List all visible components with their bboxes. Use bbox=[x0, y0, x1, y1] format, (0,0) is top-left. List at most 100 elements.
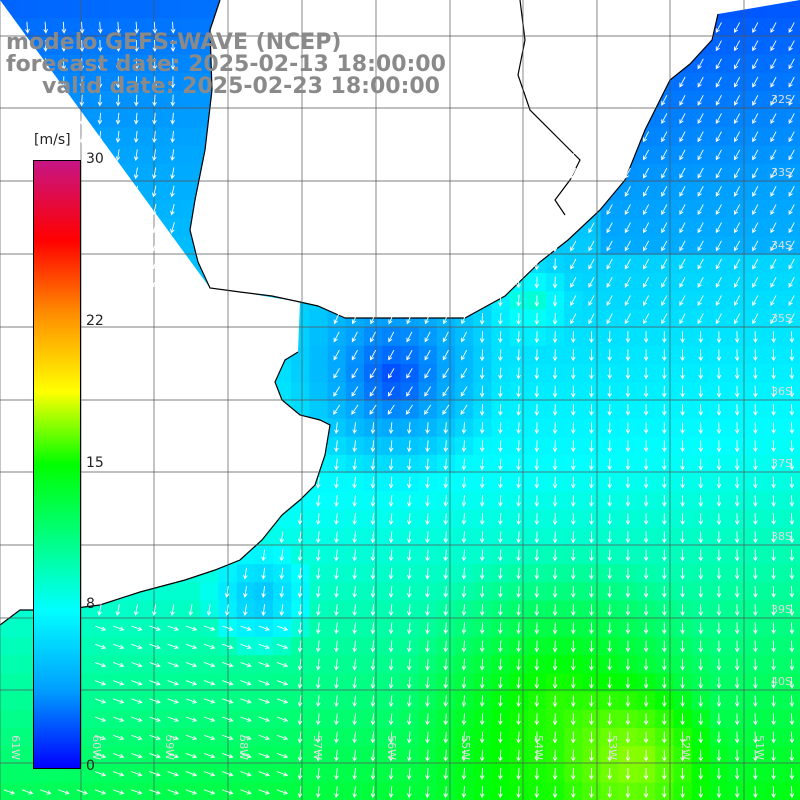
wind-arrow bbox=[115, 112, 121, 125]
wind-arrow bbox=[789, 622, 795, 635]
wind-arrow bbox=[734, 622, 740, 635]
wind-arrow bbox=[643, 222, 650, 234]
wind-arrow bbox=[643, 622, 649, 635]
longitude-label: 54W bbox=[532, 735, 545, 760]
wind-arrow bbox=[261, 604, 266, 617]
wind-arrow bbox=[134, 76, 139, 89]
wind-arrow bbox=[552, 476, 558, 489]
wind-arrow bbox=[97, 203, 102, 216]
wind-arrow bbox=[570, 167, 577, 179]
wind-arrow bbox=[94, 716, 107, 722]
wind-arrow bbox=[753, 786, 758, 799]
wind-arrow bbox=[788, 94, 795, 106]
wind-arrow bbox=[607, 622, 612, 635]
wind-arrow bbox=[624, 167, 631, 179]
land-mask bbox=[0, 0, 800, 625]
wind-arrow bbox=[352, 713, 357, 726]
wind-arrow bbox=[170, 604, 175, 617]
wind-arrow bbox=[115, 203, 121, 216]
wind-arrow bbox=[788, 22, 795, 34]
wind-arrow bbox=[243, 604, 248, 617]
longitude-label: 55W bbox=[459, 735, 472, 760]
wind-arrow bbox=[425, 695, 430, 708]
wind-arrow bbox=[498, 767, 503, 780]
wind-arrow bbox=[479, 531, 485, 544]
wind-arrow bbox=[570, 349, 576, 362]
wind-arrow bbox=[625, 567, 631, 580]
longitude-label: 52W bbox=[679, 735, 692, 760]
wind-arrow bbox=[333, 368, 340, 379]
wind-arrow bbox=[149, 661, 161, 668]
wind-arrow bbox=[771, 786, 776, 799]
wind-arrow bbox=[789, 349, 795, 362]
colorbar-tick-label: 30 bbox=[86, 151, 104, 167]
wind-arrow bbox=[734, 149, 741, 161]
wind-arrow bbox=[443, 531, 449, 544]
wind-arrow bbox=[461, 440, 467, 453]
wind-arrow bbox=[625, 440, 631, 453]
wind-arrow bbox=[570, 713, 576, 726]
wind-arrow bbox=[94, 771, 107, 777]
wind-arrow bbox=[607, 767, 612, 780]
wind-arrow bbox=[679, 240, 686, 252]
wind-speed-cell bbox=[0, 746, 19, 765]
wind-arrow bbox=[461, 749, 467, 762]
latitude-label: 35S bbox=[771, 312, 792, 325]
wind-arrows bbox=[3, 21, 795, 799]
wind-arrow bbox=[112, 661, 125, 668]
wind-arrow bbox=[625, 495, 631, 507]
wind-arrow bbox=[425, 749, 430, 762]
wind-arrow bbox=[589, 367, 594, 380]
wind-arrow bbox=[334, 585, 339, 598]
wind-speed-cell bbox=[254, 782, 274, 800]
wind-arrow bbox=[697, 240, 704, 252]
wind-arrow bbox=[369, 368, 377, 379]
wind-arrow bbox=[315, 713, 321, 726]
wind-arrow bbox=[716, 531, 722, 544]
wind-arrow bbox=[442, 349, 449, 361]
wind-arrow bbox=[479, 349, 485, 362]
wind-arrow bbox=[185, 698, 198, 704]
wind-arrow bbox=[406, 494, 412, 507]
wind-arrow bbox=[679, 313, 686, 325]
wind-arrow bbox=[734, 76, 741, 88]
wind-arrow bbox=[588, 258, 595, 270]
wind-arrow bbox=[516, 585, 521, 598]
wind-arrow bbox=[789, 403, 795, 416]
wind-arrow bbox=[167, 698, 179, 704]
wind-arrow bbox=[716, 403, 722, 416]
wind-arrow bbox=[789, 676, 795, 689]
wind-arrow bbox=[588, 222, 595, 234]
wind-arrow bbox=[479, 385, 485, 398]
wind-arrow bbox=[297, 749, 303, 762]
wind-arrow bbox=[297, 676, 303, 689]
wind-arrow bbox=[679, 131, 686, 143]
wind-speed-cell bbox=[309, 382, 329, 401]
wind-arrow bbox=[498, 549, 503, 562]
wind-arrow bbox=[715, 131, 722, 143]
wind-arrow bbox=[116, 39, 121, 52]
wind-arrow bbox=[771, 422, 776, 435]
wind-arrow bbox=[625, 731, 631, 744]
wind-arrow bbox=[570, 513, 576, 526]
wind-arrow bbox=[112, 643, 125, 650]
wind-arrow bbox=[460, 368, 468, 379]
wind-arrow bbox=[170, 203, 175, 216]
wind-arrow bbox=[516, 422, 521, 435]
colorbar bbox=[33, 160, 81, 769]
wind-arrow bbox=[698, 695, 704, 708]
wind-arrow bbox=[443, 440, 449, 453]
wind-arrow bbox=[479, 458, 485, 471]
wind-arrow bbox=[679, 276, 686, 288]
wind-arrow bbox=[133, 222, 139, 234]
wind-arrow bbox=[516, 767, 521, 780]
wind-arrow bbox=[152, 604, 157, 617]
wind-arrow bbox=[388, 676, 394, 689]
wind-arrow bbox=[661, 149, 668, 161]
wind-speed-cell bbox=[309, 327, 329, 347]
wind-speed-cell bbox=[163, 582, 183, 602]
colorbar-tick-label: 15 bbox=[86, 454, 104, 471]
wind-arrow bbox=[406, 658, 412, 671]
wind-arrow bbox=[315, 695, 321, 708]
wind-arrow bbox=[589, 695, 594, 708]
